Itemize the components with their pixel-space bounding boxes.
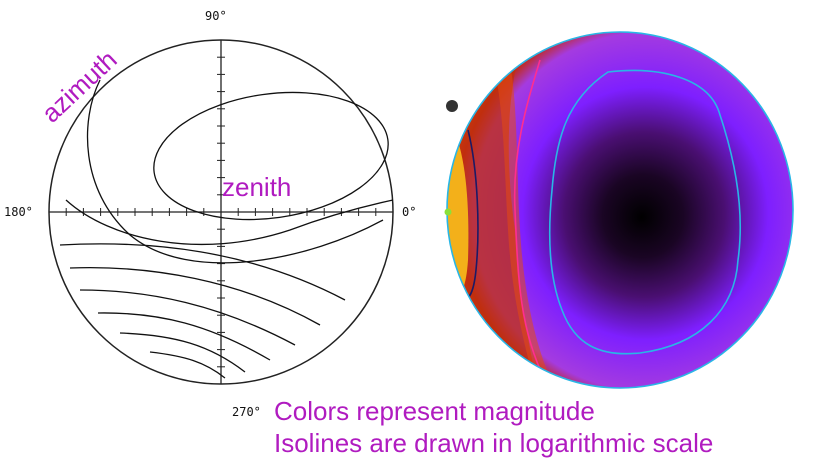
- angle-label-270: 270°: [232, 405, 261, 419]
- polar-plot: 90° 180° 0° 270° azimuth zenith: [4, 9, 416, 419]
- grey-marker: [446, 100, 458, 112]
- isoline-lower-1: [59, 243, 346, 301]
- green-marker: [444, 208, 452, 216]
- angle-label-180: 180°: [4, 205, 33, 219]
- isoline-lower-4: [97, 312, 271, 361]
- isoline-inner: [153, 91, 389, 221]
- caption-line-1: Colors represent magnitude: [274, 396, 595, 426]
- isoline-cyan-inner: [548, 69, 742, 355]
- angle-label-0: 0°: [402, 205, 416, 219]
- isoline-pink: [513, 59, 546, 381]
- magnitude-map: [444, 31, 794, 389]
- angle-label-90: 90°: [205, 9, 227, 23]
- isoline-lower-2: [69, 267, 321, 326]
- isoline-lower-3: [79, 289, 296, 346]
- isoline-navy: [462, 129, 479, 301]
- isoline-arc-2: [65, 199, 394, 246]
- isoline-lower-6: [149, 351, 226, 379]
- isoline-lower-5: [119, 332, 246, 373]
- axis-ticks: [48, 39, 394, 385]
- isoline-arc-1: [86, 79, 384, 264]
- polar-isolines: [59, 79, 394, 379]
- zenith-label: zenith: [222, 172, 291, 202]
- caption-line-2: Isolines are drawn in logarithmic scale: [274, 428, 714, 458]
